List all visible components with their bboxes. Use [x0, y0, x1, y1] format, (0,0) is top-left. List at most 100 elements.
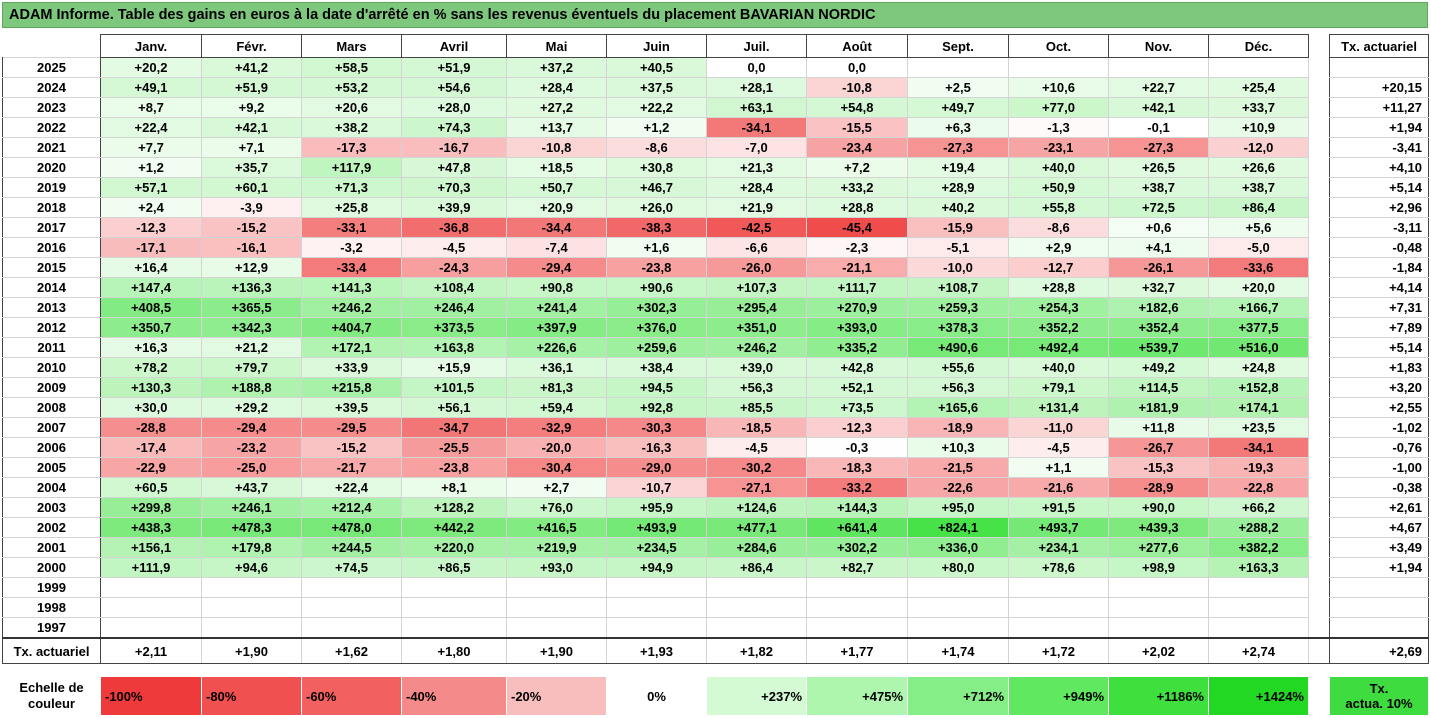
table-row: 2010 +78,2 +79,7 +33,9 +15,9 +36,1 +38,4 +39,0 +…: [2, 357, 1429, 378]
gain-cell: +117,9: [301, 157, 402, 178]
gain-cell: +81,3: [506, 377, 607, 398]
gain-cell: +342,3: [201, 317, 302, 338]
month-header: Avril: [401, 34, 507, 58]
gain-cell: [1208, 597, 1309, 618]
row-act-cell: [1329, 597, 1429, 618]
gain-cell: -32,9: [506, 417, 607, 438]
column-gap: [1308, 397, 1330, 418]
gain-cell: +352,2: [1008, 317, 1109, 338]
row-act-cell: +5,14: [1329, 177, 1429, 198]
year-cell: 2015: [2, 257, 101, 278]
year-cell: 2023: [2, 97, 101, 118]
gain-cell: +241,4: [506, 297, 607, 318]
gain-cell: +49,7: [907, 97, 1009, 118]
row-act-cell: +1,83: [1329, 357, 1429, 378]
gain-cell: +86,4: [1208, 197, 1309, 218]
gain-cell: +107,3: [706, 277, 807, 298]
gain-cell: +28,9: [907, 177, 1009, 198]
gain-cell: +20,9: [506, 197, 607, 218]
month-header: Févr.: [201, 34, 302, 58]
year-cell: 2001: [2, 537, 101, 558]
gain-cell: +136,3: [201, 277, 302, 298]
scale-label: Echelle de couleur: [2, 676, 101, 716]
year-cell: 2006: [2, 437, 101, 458]
column-gap: [1308, 497, 1330, 518]
year-cell: 2012: [2, 317, 101, 338]
column-gap: [1308, 617, 1330, 638]
gain-cell: +56,1: [401, 397, 507, 418]
gain-cell: -0,1: [1108, 117, 1209, 138]
scale-step: -40%: [401, 676, 507, 716]
gain-cell: +20,6: [301, 97, 402, 118]
gain-cell: +163,8: [401, 337, 507, 358]
gain-cell: +20,2: [100, 57, 202, 78]
column-gap: [1308, 477, 1330, 498]
row-act-cell: +2,96: [1329, 197, 1429, 218]
gain-cell: +78,6: [1008, 557, 1109, 578]
gain-cell: +181,9: [1108, 397, 1209, 418]
column-gap: [1308, 577, 1330, 598]
year-cell: 2002: [2, 517, 101, 538]
gain-cell: +351,0: [706, 317, 807, 338]
gain-cell: [806, 597, 908, 618]
table-row: 2016 -17,1 -16,1 -3,2 -4,5 -7,4 +1,6 -6,6 -2,3 -5…: [2, 237, 1429, 258]
row-act-cell: +4,67: [1329, 517, 1429, 538]
gain-cell: +40,5: [606, 57, 707, 78]
row-act-cell: [1329, 57, 1429, 78]
gain-cell: +73,5: [806, 397, 908, 418]
gain-cell: -22,8: [1208, 477, 1309, 498]
table-row: 1999: [2, 577, 1429, 598]
gain-cell: +55,8: [1008, 197, 1109, 218]
gain-cell: +49,2: [1108, 357, 1209, 378]
table-row: 2011 +16,3 +21,2 +172,1 +163,8 +226,6 +259,6 +2…: [2, 337, 1429, 358]
gain-cell: -7,0: [706, 137, 807, 158]
gain-cell: +55,6: [907, 357, 1009, 378]
column-gap: [1308, 517, 1330, 538]
row-act-cell: -1,02: [1329, 417, 1429, 438]
gain-cell: -10,7: [606, 477, 707, 498]
month-header-row: Janv. Févr. Mars Avril Mai Juin Juil. Août Sept.…: [3, 34, 1429, 58]
gain-cell: +174,1: [1208, 397, 1309, 418]
gain-cell: [806, 617, 908, 639]
gain-cell: +42,1: [1108, 97, 1209, 118]
gain-cell: +50,9: [1008, 177, 1109, 198]
gain-cell: +13,7: [506, 117, 607, 138]
gain-cell: +58,5: [301, 57, 402, 78]
scale-step: -20%: [506, 676, 607, 716]
gain-cell: +141,3: [301, 277, 402, 298]
gain-cell: +8,1: [401, 477, 507, 498]
column-gap: [1308, 237, 1330, 258]
column-gap: [1308, 57, 1330, 78]
gain-cell: +254,3: [1008, 297, 1109, 318]
totals-cell: +1,77: [806, 637, 908, 664]
gain-cell: +4,1: [1108, 237, 1209, 258]
scale-label-line2: couleur: [28, 696, 75, 711]
year-cell: 2000: [2, 557, 101, 578]
gain-cell: [301, 617, 402, 639]
gain-cell: +336,0: [907, 537, 1009, 558]
row-act-cell: -0,38: [1329, 477, 1429, 498]
gain-cell: +404,7: [301, 317, 402, 338]
gain-cell: +40,2: [907, 197, 1009, 218]
gain-cell: [506, 597, 607, 618]
gain-cell: +40,0: [1008, 157, 1109, 178]
gain-cell: +10,3: [907, 437, 1009, 458]
scale-step: +949%: [1008, 676, 1109, 716]
gain-cell: +25,8: [301, 197, 402, 218]
table-row: 2002 +438,3 +478,3 +478,0 +442,2 +416,5 +493,9…: [2, 517, 1429, 538]
gain-cell: +1,1: [1008, 457, 1109, 478]
gain-cell: +212,4: [301, 497, 402, 518]
gain-cell: +302,2: [806, 537, 908, 558]
gain-cell: +9,2: [201, 97, 302, 118]
totals-cell: +2,74: [1208, 637, 1309, 664]
gain-cell: +114,5: [1108, 377, 1209, 398]
year-cell: 2014: [2, 277, 101, 298]
gain-cell: +28,4: [706, 177, 807, 198]
year-cell: 2013: [2, 297, 101, 318]
gain-cell: +80,0: [907, 557, 1009, 578]
gain-cell: +18,5: [506, 157, 607, 178]
gain-cell: -5,0: [1208, 237, 1309, 258]
gain-cell: [806, 577, 908, 598]
gain-cell: -25,5: [401, 437, 507, 458]
gain-cell: +16,4: [100, 257, 202, 278]
